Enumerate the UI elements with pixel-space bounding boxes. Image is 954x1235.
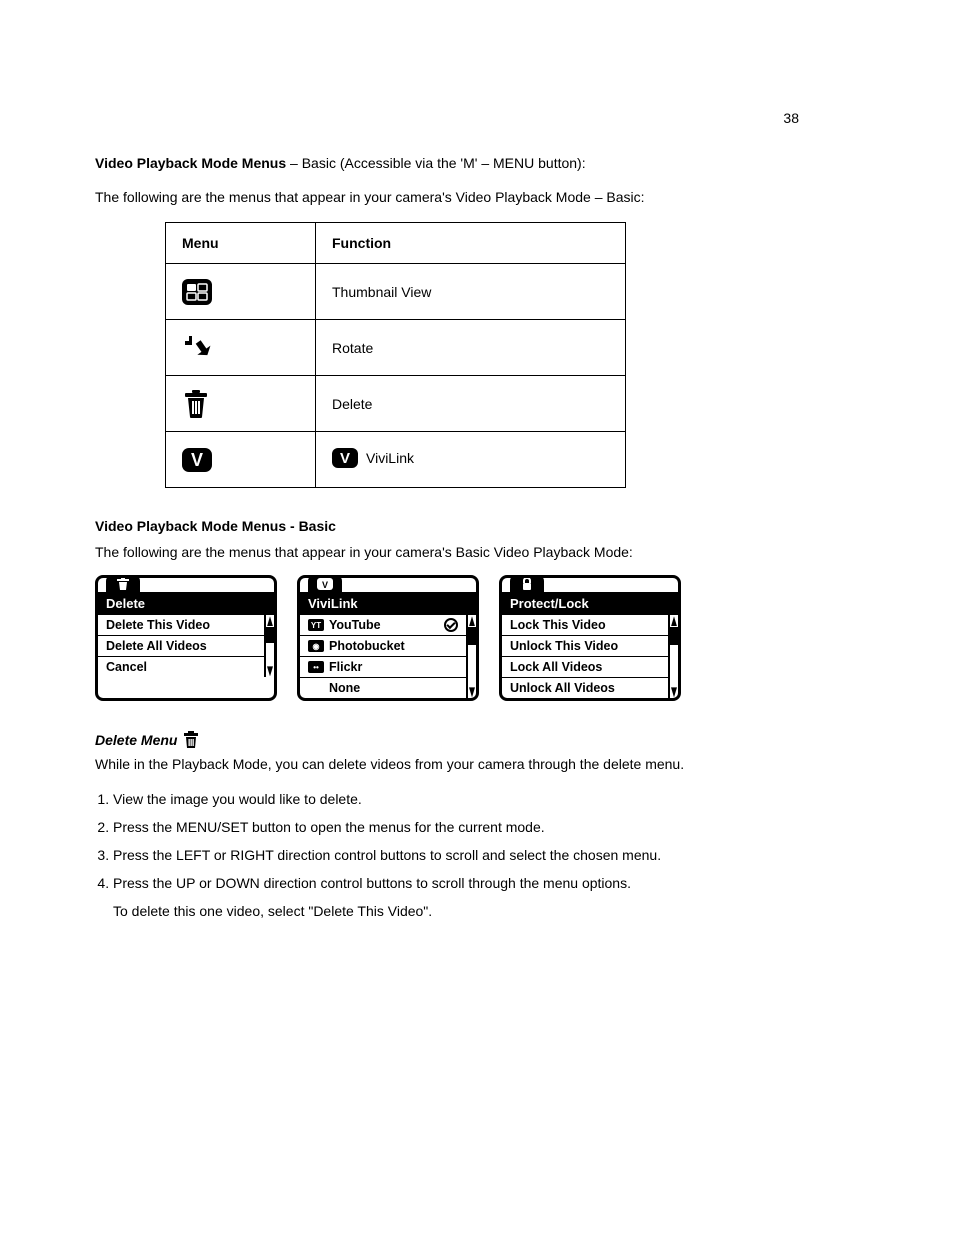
vivilink-tab-icon: V (317, 578, 333, 590)
item-label: YouTube (329, 618, 381, 632)
page-number: 38 (783, 110, 799, 126)
svg-text:V: V (322, 580, 328, 590)
panel-title: Delete (98, 592, 274, 615)
item-label: Photobucket (329, 639, 405, 653)
step-sub: To delete this one video, select "Delete… (113, 899, 859, 925)
scroll-up-icon[interactable] (267, 616, 273, 626)
table-row: Rotate (166, 320, 626, 376)
func-cell: Rotate (316, 320, 626, 376)
thumbnail-icon (182, 279, 299, 305)
photobucket-icon: ◉ (308, 640, 324, 652)
rotate-icon (182, 333, 299, 363)
step-item: View the image you would like to delete. (113, 787, 859, 813)
menu-item[interactable]: Lock This Video (502, 615, 668, 636)
delete-menu-heading: Delete Menu (95, 731, 859, 749)
svg-text:V: V (340, 450, 350, 467)
menu-overview-table: Menu Function Thumbnail View Rotate (165, 222, 626, 488)
v-badge-icon: V (332, 448, 358, 468)
trash-icon (183, 731, 199, 749)
table-row: Delete (166, 376, 626, 432)
menu-item[interactable]: None (300, 678, 466, 698)
vivilink-panel: V ViviLink YT YouTube ◉ Photobucket •• (297, 575, 479, 701)
v-badge-icon: V (182, 448, 299, 472)
menu-item[interactable]: Cancel (98, 657, 264, 677)
delete-desc: While in the Playback Mode, you can dele… (95, 753, 859, 777)
lock-icon (521, 577, 533, 591)
item-label: None (329, 681, 360, 695)
menu-item[interactable]: ◉ Photobucket (300, 636, 466, 657)
menu-item[interactable]: Lock All Videos (502, 657, 668, 678)
col-header-function: Function (316, 223, 626, 264)
panel-tab: V (308, 575, 342, 593)
panel-list: Delete This Video Delete All Videos Canc… (98, 615, 264, 677)
protect-panel: Protect/Lock Lock This Video Unlock This… (499, 575, 681, 701)
check-icon (444, 618, 458, 632)
heading-text: Delete Menu (95, 732, 177, 748)
item-label: Flickr (329, 660, 362, 674)
sub-intro: The following are the menus that appear … (95, 540, 859, 565)
func-cell: V ViviLink (316, 432, 626, 488)
col-header-menu: Menu (166, 223, 316, 264)
panel-title: ViviLink (300, 592, 476, 615)
step-item: Press the UP or DOWN direction control b… (113, 871, 859, 897)
step-item: Press the LEFT or RIGHT direction contro… (113, 843, 859, 869)
scroll-up-icon[interactable] (469, 616, 475, 626)
panel-scrollbar[interactable] (264, 615, 274, 677)
steps-list: View the image you would like to delete.… (95, 787, 859, 897)
youtube-icon: YT (308, 619, 324, 631)
svg-text:V: V (191, 450, 203, 470)
menu-item[interactable]: Delete All Videos (98, 636, 264, 657)
section-heading: Video Playback Mode Menus – Basic (Acces… (95, 155, 859, 171)
table-header-row: Menu Function (166, 223, 626, 264)
scroll-up-icon[interactable] (671, 616, 677, 626)
trash-icon (182, 389, 299, 419)
panel-list: YT YouTube ◉ Photobucket •• Flickr N (300, 615, 466, 698)
func-label: ViviLink (366, 450, 414, 466)
menu-item[interactable]: •• Flickr (300, 657, 466, 678)
menu-item[interactable]: Unlock This Video (502, 636, 668, 657)
menu-item[interactable]: Delete This Video (98, 615, 264, 636)
intro-paragraph: The following are the menus that appear … (95, 185, 859, 210)
table-row: Thumbnail View (166, 264, 626, 320)
panel-tab (106, 575, 140, 593)
delete-panel: Delete Delete This Video Delete All Vide… (95, 575, 277, 701)
func-cell: Delete (316, 376, 626, 432)
menu-item[interactable]: YT YouTube (300, 615, 466, 636)
scroll-down-icon[interactable] (671, 687, 677, 697)
page: 38 Video Playback Mode Menus – Basic (Ac… (0, 0, 954, 1235)
menu-item[interactable]: Unlock All Videos (502, 678, 668, 698)
trash-icon (116, 577, 130, 591)
panel-scrollbar[interactable] (668, 615, 678, 698)
heading-rest: – Basic (Accessible via the 'M' – MENU b… (286, 155, 585, 171)
func-cell: Thumbnail View (316, 264, 626, 320)
panel-scrollbar[interactable] (466, 615, 476, 698)
flickr-icon: •• (308, 661, 324, 673)
sub-heading: Video Playback Mode Menus - Basic (95, 518, 859, 534)
scroll-down-icon[interactable] (267, 666, 273, 676)
table-row: V V ViviLink (166, 432, 626, 488)
scroll-down-icon[interactable] (469, 687, 475, 697)
menu-panels-row: Delete Delete This Video Delete All Vide… (95, 575, 859, 701)
panel-tab (510, 575, 544, 593)
panel-list: Lock This Video Unlock This Video Lock A… (502, 615, 668, 698)
panel-title: Protect/Lock (502, 592, 678, 615)
heading-bold: Video Playback Mode Menus (95, 155, 286, 171)
step-item: Press the MENU/SET button to open the me… (113, 815, 859, 841)
